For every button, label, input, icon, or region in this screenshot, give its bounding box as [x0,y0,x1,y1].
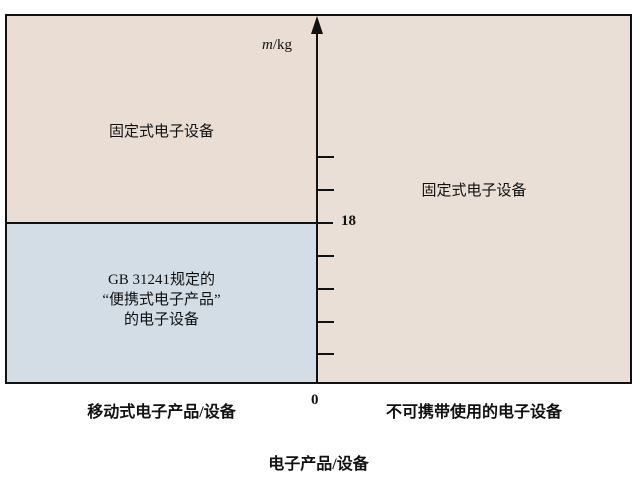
right-category-label: 不可携带使用的电子设备 [385,404,562,421]
region-label-top-left: 固定式电子设备 [108,124,214,140]
portable-line-1: GB 31241规定的 [107,272,216,288]
y-axis-label: m/kg [262,37,292,54]
left-category-label: 移动式电子产品/设备 [87,404,236,421]
origin-label: 0 [311,392,319,408]
y-unit: /kg [272,37,293,53]
y-axis-arrow-icon [311,16,323,34]
threshold-label: 18 [341,213,356,229]
y-axis-ticks [317,156,334,355]
outer-frame [5,14,632,384]
region-label-portable: GB 31241规定的 “便携式电子产品” 的电子设备 [6,270,317,330]
region-portable [6,223,317,383]
region-fixed-right [317,15,631,383]
y-var: m [262,37,273,53]
portable-line-3: 的电子设备 [123,312,199,328]
region-label-right: 固定式电子设备 [421,183,527,199]
x-axis-title: 电子产品/设备 [268,456,369,473]
portable-line-2: “便携式电子产品” [102,292,221,308]
region-fixed-top-left [6,15,317,223]
